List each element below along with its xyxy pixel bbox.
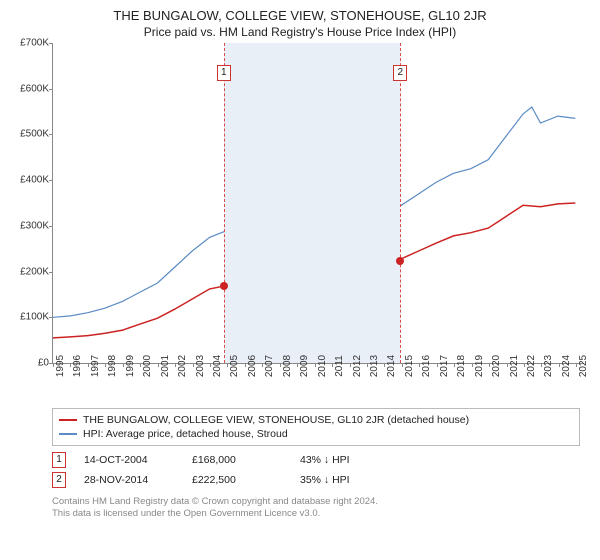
x-axis-label: 2016: [421, 355, 432, 377]
table-row: 2 28-NOV-2014 £222,500 35% ↓ HPI: [52, 470, 580, 490]
x-axis-label: 2024: [561, 355, 572, 377]
transaction-point: [396, 257, 404, 265]
transaction-marker: 1: [52, 452, 66, 468]
x-axis-label: 2023: [543, 355, 554, 377]
x-axis-label: 2020: [491, 355, 502, 377]
x-axis-label: 2014: [386, 355, 397, 377]
y-axis-label: £100K: [11, 312, 49, 323]
x-axis-label: 2005: [229, 355, 240, 377]
footer: Contains HM Land Registry data © Crown c…: [52, 496, 580, 521]
x-axis-label: 2003: [195, 355, 206, 377]
x-axis-label: 2011: [334, 355, 345, 377]
footer-line: Contains HM Land Registry data © Crown c…: [52, 496, 580, 508]
x-axis-label: 2006: [247, 355, 258, 377]
x-axis-label: 2013: [369, 355, 380, 377]
x-axis-label: 2010: [317, 355, 328, 377]
x-axis-labels: 1995199619971998199920002001200220032004…: [52, 364, 584, 402]
footer-line: This data is licensed under the Open Gov…: [52, 508, 580, 520]
x-axis-label: 2007: [264, 355, 275, 377]
table-row: 1 14-OCT-2004 £168,000 43% ↓ HPI: [52, 450, 580, 470]
x-axis-label: 2001: [160, 355, 171, 377]
transaction-marker-box: 2: [393, 65, 407, 81]
legend-label: HPI: Average price, detached house, Stro…: [83, 428, 288, 440]
y-axis-label: £400K: [11, 175, 49, 186]
chart-title: THE BUNGALOW, COLLEGE VIEW, STONEHOUSE, …: [10, 8, 590, 23]
transaction-marker-box: 1: [217, 65, 231, 81]
x-axis-label: 2015: [404, 355, 415, 377]
x-axis-label: 2022: [526, 355, 537, 377]
transaction-marker: 2: [52, 472, 66, 488]
x-axis-label: 1997: [90, 355, 101, 377]
x-axis-label: 2012: [352, 355, 363, 377]
transaction-point: [220, 282, 228, 290]
transaction-date: 14-OCT-2004: [84, 454, 174, 466]
x-axis-label: 1995: [55, 355, 66, 377]
x-axis-label: 2008: [282, 355, 293, 377]
x-axis-label: 2018: [456, 355, 467, 377]
y-axis-label: £0: [11, 358, 49, 369]
legend-item: THE BUNGALOW, COLLEGE VIEW, STONEHOUSE, …: [59, 413, 573, 427]
transaction-price: £168,000: [192, 454, 282, 466]
legend-label: THE BUNGALOW, COLLEGE VIEW, STONEHOUSE, …: [83, 414, 469, 426]
x-axis-label: 2002: [177, 355, 188, 377]
y-axis-label: £700K: [11, 38, 49, 49]
x-axis-label: 2017: [439, 355, 450, 377]
legend-swatch: [59, 419, 77, 421]
plot-area: £0£100K£200K£300K£400K£500K£600K£700K12: [52, 43, 584, 364]
transaction-delta: 43% ↓ HPI: [300, 454, 390, 466]
transaction-date: 28-NOV-2014: [84, 474, 174, 486]
legend-swatch: [59, 433, 77, 435]
x-axis-label: 2025: [578, 355, 589, 377]
legend: THE BUNGALOW, COLLEGE VIEW, STONEHOUSE, …: [52, 408, 580, 446]
x-axis-label: 2000: [142, 355, 153, 377]
x-axis-label: 1999: [125, 355, 136, 377]
y-axis-label: £200K: [11, 266, 49, 277]
y-axis-label: £300K: [11, 220, 49, 231]
transaction-price: £222,500: [192, 474, 282, 486]
x-axis-label: 2019: [474, 355, 485, 377]
transaction-vline: [224, 43, 225, 363]
x-axis-label: 1998: [107, 355, 118, 377]
transaction-delta: 35% ↓ HPI: [300, 474, 390, 486]
shaded-region: [224, 43, 401, 363]
legend-item: HPI: Average price, detached house, Stro…: [59, 427, 573, 441]
y-axis-label: £500K: [11, 129, 49, 140]
y-axis-label: £600K: [11, 83, 49, 94]
x-axis-label: 2004: [212, 355, 223, 377]
x-axis-label: 1996: [72, 355, 83, 377]
x-axis-label: 2009: [299, 355, 310, 377]
transactions-table: 1 14-OCT-2004 £168,000 43% ↓ HPI 2 28-NO…: [52, 450, 580, 490]
x-axis-label: 2021: [509, 355, 520, 377]
chart-subtitle: Price paid vs. HM Land Registry's House …: [10, 25, 590, 39]
transaction-vline: [400, 43, 401, 363]
chart-container: THE BUNGALOW, COLLEGE VIEW, STONEHOUSE, …: [0, 0, 600, 527]
